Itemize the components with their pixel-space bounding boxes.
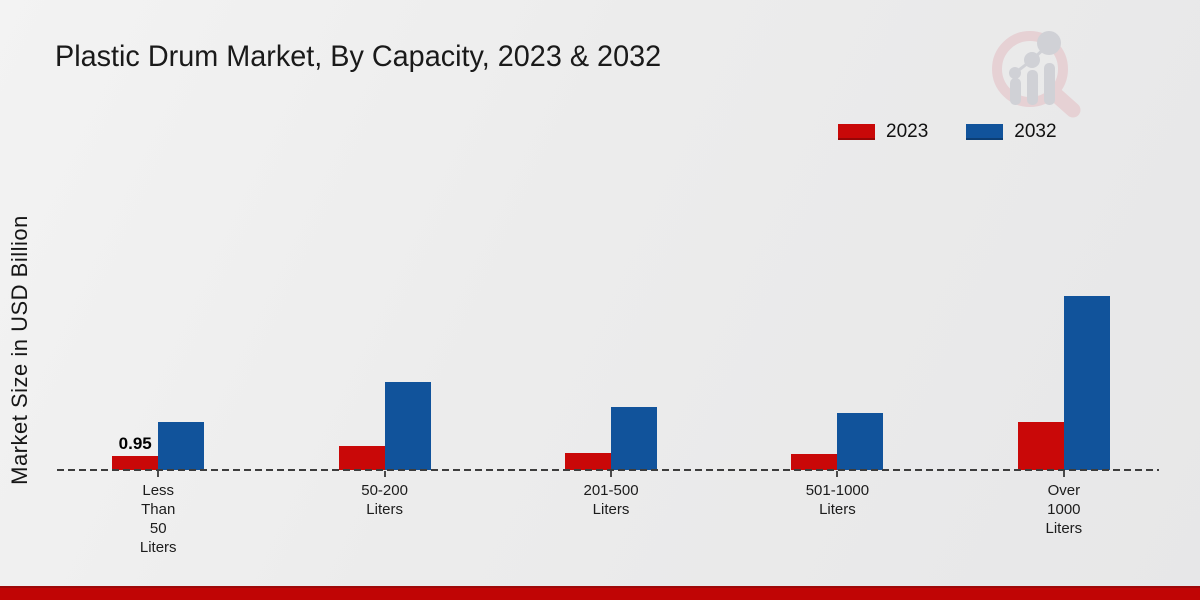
- x-tick-label-line: Less: [142, 482, 175, 499]
- legend-label-2023: 2023: [886, 121, 929, 142]
- x-tick-label-line: Than: [141, 501, 176, 518]
- footer-accent-bar: [0, 586, 1200, 600]
- axis-tick: [610, 471, 613, 477]
- x-tick-label-201-500-liters: 201-500 Liters: [498, 471, 724, 557]
- x-axis-dashed-line: [57, 469, 1159, 471]
- bar-2023-50-200-liters: [338, 446, 385, 470]
- bar-value-label: 0.95: [118, 434, 152, 453]
- x-tick-label-line: 501-1000: [805, 482, 870, 499]
- category-group-less-than-50-liters: 0.95: [45, 278, 271, 470]
- category-group-over-1000-liters: [951, 278, 1177, 470]
- market-research-logo-watermark: [992, 31, 1081, 118]
- bar-pair-501-1000-liters: [791, 413, 884, 470]
- category-group-50-200-liters: [271, 278, 497, 470]
- x-tick-label-less-than-50-liters: Less Than 50 Liters: [45, 471, 271, 557]
- bar-2023-501-1000-liters: [791, 454, 838, 470]
- x-tick-label-line: Liters: [1045, 520, 1083, 537]
- y-axis-label: Market Size in USD Billion: [7, 215, 32, 485]
- x-tick-label-50-200-liters: 50-200 Liters: [271, 471, 497, 557]
- x-tick-label-line: 50: [149, 520, 167, 537]
- x-tick-label-over-1000-liters: Over 1000 Liters: [951, 471, 1177, 557]
- bar-2032-201-500-liters: [611, 407, 658, 470]
- x-tick-label-line: Over: [1047, 482, 1081, 499]
- axis-tick: [157, 471, 160, 477]
- legend-swatch-2023: [838, 124, 875, 140]
- bar-pair-less-than-50-liters: 0.95: [112, 422, 205, 470]
- legend-item-2023: 2023: [838, 121, 928, 143]
- axis-tick: [1062, 471, 1065, 477]
- bar-pair-over-1000-liters: [1017, 296, 1110, 470]
- x-tick-label-line: 50-200: [361, 482, 408, 499]
- x-tick-label-line: Liters: [592, 501, 630, 518]
- x-tick-label-501-1000-liters: 501-1000 Liters: [724, 471, 950, 557]
- category-group-501-1000-liters: [724, 278, 950, 470]
- bar-pair-50-200-liters: [338, 382, 431, 470]
- category-group-201-500-liters: [498, 278, 724, 470]
- legend-label-2032: 2032: [1014, 121, 1057, 142]
- x-tick-label-line: 201-500: [583, 482, 639, 499]
- x-tick-label-line: Liters: [366, 501, 403, 518]
- x-tick-label-line: 1000: [1047, 501, 1081, 518]
- bar-2032-over-1000-liters: [1063, 296, 1110, 470]
- plot-area: 0.95: [45, 278, 1177, 470]
- bar-2032-50-200-liters: [384, 382, 431, 470]
- legend: 2023 2032: [838, 121, 1057, 143]
- chart-title: Plastic Drum Market, By Capacity, 2023 &…: [55, 40, 662, 73]
- bar-2023-less-than-50-liters: 0.95: [112, 434, 159, 470]
- bar-2032-less-than-50-liters: [158, 422, 205, 470]
- bar-2023-over-1000-liters: [1017, 422, 1064, 470]
- legend-swatch-2032: [966, 124, 1004, 140]
- axis-tick: [836, 471, 839, 477]
- bar-2023-201-500-liters: [565, 453, 612, 470]
- x-axis-labels: Less Than 50 Liters 50-200 Liters 201-500 Liter…: [45, 471, 1177, 557]
- x-tick-label-line: Liters: [819, 501, 856, 518]
- legend-item-2032: 2032: [966, 121, 1057, 143]
- bar-2032-501-1000-liters: [837, 413, 884, 470]
- bar-pair-201-500-liters: [565, 407, 658, 470]
- axis-tick: [383, 471, 386, 477]
- x-tick-label-line: Liters: [139, 539, 177, 556]
